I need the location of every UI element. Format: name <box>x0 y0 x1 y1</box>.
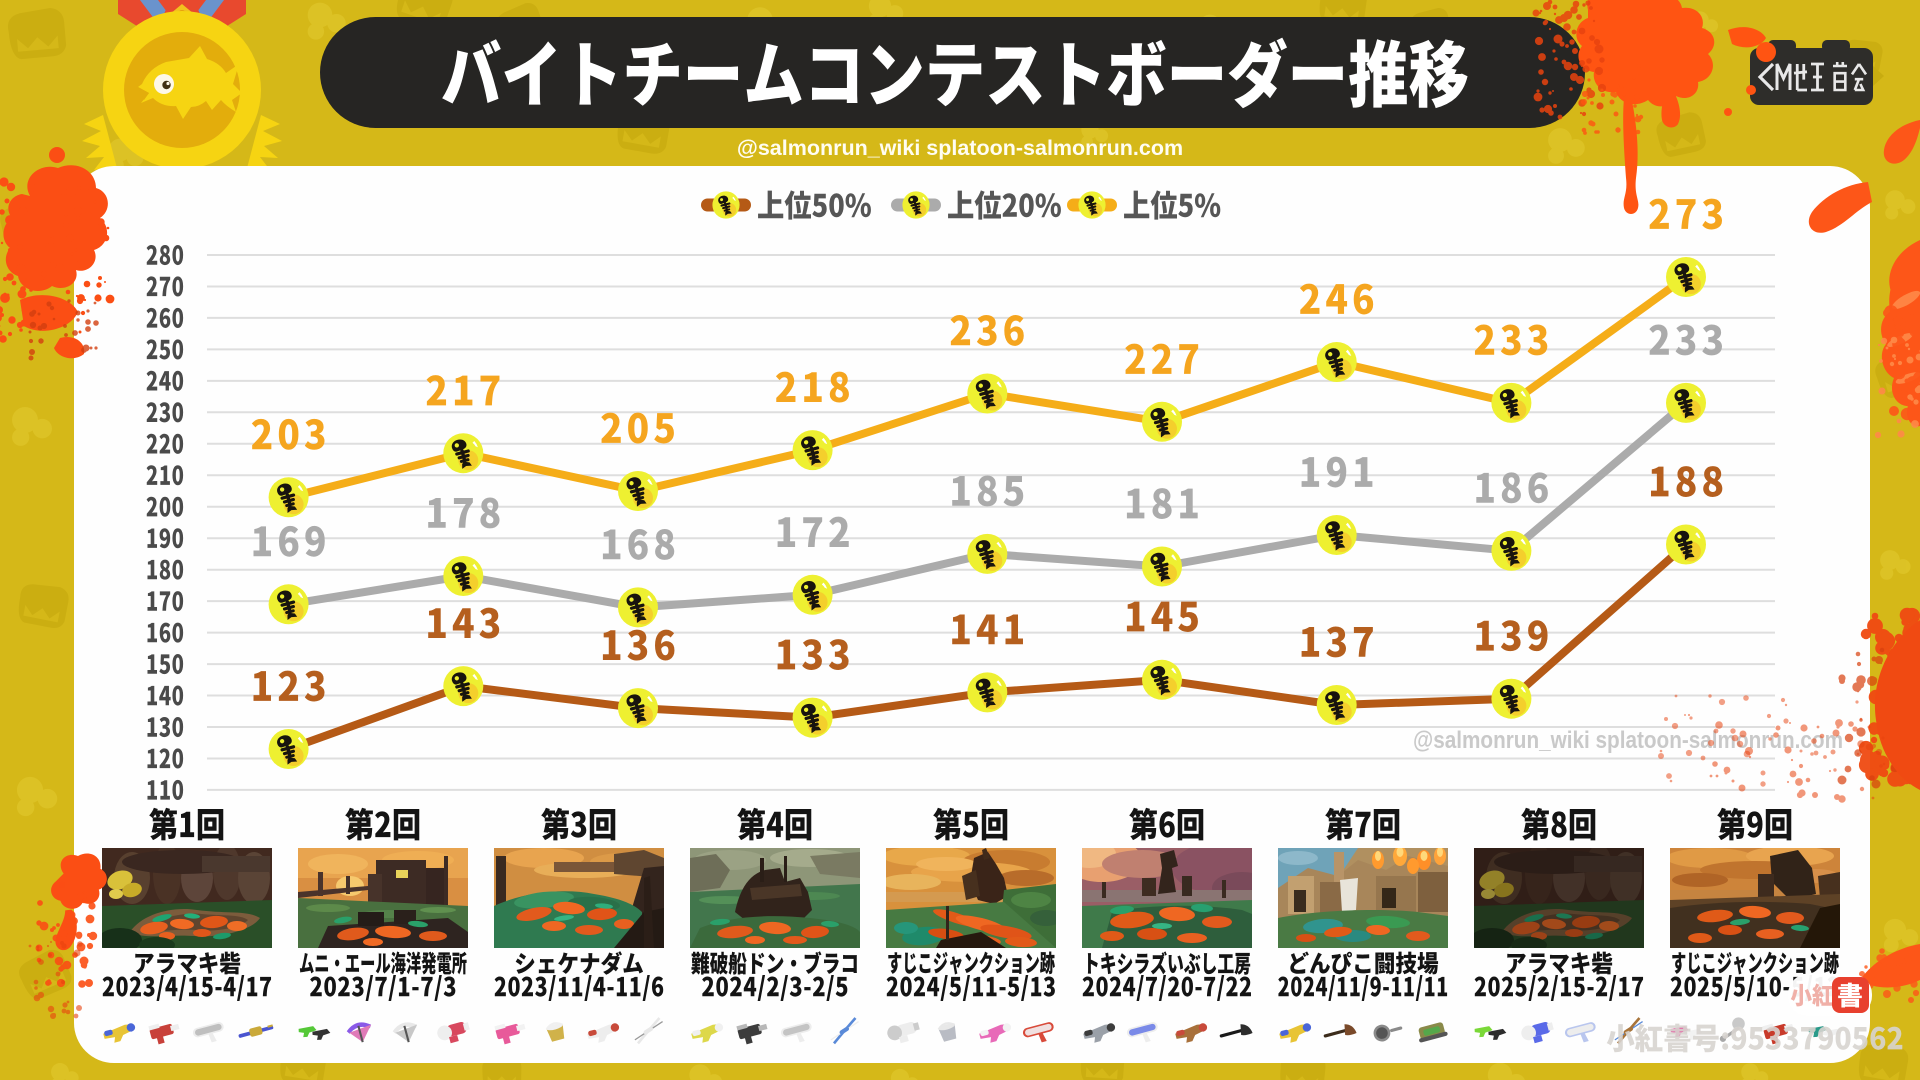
svg-text:@salmonrun_wiki splatoon-salmo: @salmonrun_wiki splatoon-salmonrun.com <box>737 136 1183 160</box>
svg-text:@salmonrun_wiki splatoon-salmo: @salmonrun_wiki splatoon-salmonrun.com <box>1413 727 1843 754</box>
